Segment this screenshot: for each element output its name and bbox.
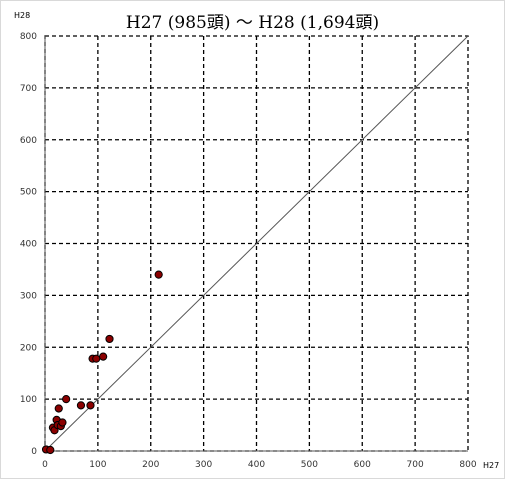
y-tick-label: 700 — [20, 84, 37, 94]
data-point — [76, 401, 86, 410]
y-tick-label: 100 — [20, 395, 37, 405]
x-tick-label: 300 — [195, 460, 212, 470]
x-tick-label: 600 — [354, 460, 371, 470]
y-tick-label: 800 — [20, 32, 37, 42]
y-tick-label: 0 — [31, 447, 37, 457]
data-point — [154, 270, 163, 279]
x-axis-label: H27 — [483, 461, 500, 470]
data-point — [62, 395, 71, 404]
x-tick-label: 400 — [248, 460, 265, 470]
data-point — [105, 334, 114, 344]
y-tick-label: 600 — [20, 136, 37, 146]
data-point — [58, 418, 67, 427]
data-point — [86, 401, 95, 410]
x-tick-label: 500 — [301, 460, 318, 470]
x-tick-label: 700 — [407, 460, 424, 470]
x-tick-label: 100 — [89, 460, 106, 470]
y-tick-label: 400 — [20, 240, 37, 250]
plot-border — [44, 35, 469, 452]
y-tick-label: 500 — [20, 188, 37, 198]
y-axis-label: H28 — [14, 11, 31, 20]
x-tick-label: 200 — [142, 460, 159, 470]
data-point — [92, 354, 101, 363]
data-point — [54, 404, 63, 413]
data-point — [99, 352, 108, 361]
x-tick-label: 800 — [459, 460, 476, 470]
y-tick-label: 200 — [20, 343, 37, 353]
x-tick-label: 0 — [42, 460, 48, 470]
data-point — [46, 445, 55, 455]
reference-line — [44, 35, 469, 452]
y-tick-label: 300 — [20, 291, 37, 301]
chart-title: H27 (985頭) ～ H28 (1,694頭) — [125, 13, 380, 33]
